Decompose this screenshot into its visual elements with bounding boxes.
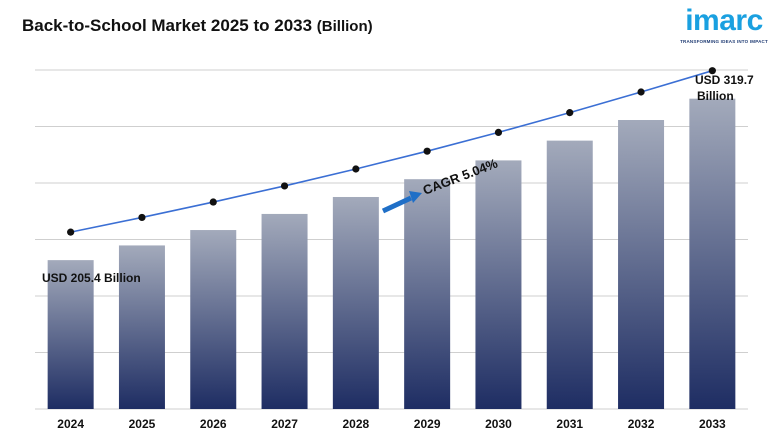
chart-title: Back-to-School Market 2025 to 2033 (Bill…: [22, 16, 373, 36]
logo-wordmark: imarc: [685, 4, 763, 37]
bar-2028: [332, 196, 379, 409]
x-tick-label: 2028: [342, 417, 369, 431]
bar-2027: [261, 213, 308, 409]
trend-marker-2028: [352, 165, 360, 173]
trend-marker-2024: [67, 228, 75, 236]
trend-line: [70, 69, 713, 233]
bar-2026: [190, 230, 237, 409]
x-tick-label: 2027: [271, 417, 298, 431]
imarc-logo: imarc TRANSFORMING IDEAS INTO IMPACT: [672, 4, 776, 48]
x-tick-labels: 2024 2025 2026 2027 2028 2029 2030 2031 2032 2033: [57, 417, 726, 431]
end-value-label-line2: Billion: [697, 89, 734, 103]
cagr-arrow-head: [409, 191, 422, 203]
trend-marker-2032: [637, 88, 645, 96]
x-tick-label: 2026: [200, 417, 227, 431]
bar-2030: [475, 160, 522, 409]
bar-2031: [546, 140, 593, 409]
cagr-arrow-shaft: [381, 195, 413, 214]
trend-marker-2025: [138, 213, 146, 222]
chart-title-text: Back-to-School Market 2025 to 2033: [22, 16, 313, 35]
bar-2025: [118, 245, 165, 409]
trend-marker-2031: [566, 109, 574, 117]
x-tick-label: 2031: [556, 417, 583, 431]
trend-marker-2033: [708, 67, 716, 75]
trend-marker-2030: [494, 128, 503, 136]
bar-2029: [404, 179, 451, 409]
bars: [47, 98, 736, 409]
start-value-label: USD 205.4 Billion: [42, 271, 141, 285]
bar-2024: [47, 260, 94, 409]
x-tick-label: 2024: [57, 417, 84, 431]
end-value-label-line1: USD 319.7: [695, 73, 754, 87]
x-tick-label: 2029: [414, 417, 441, 431]
x-tick-label: 2025: [129, 417, 156, 431]
trend-marker-2027: [280, 182, 289, 190]
x-tick-label: 2033: [699, 417, 726, 431]
chart-title-unit: (Billion): [316, 18, 373, 35]
bar-2032: [618, 120, 665, 409]
trend-marker-2029: [423, 147, 431, 155]
bar-2033: [689, 98, 736, 409]
logo-tagline: TRANSFORMING IDEAS INTO IMPACT: [680, 39, 768, 44]
trend-line-group: [67, 67, 716, 236]
x-tick-label: 2030: [485, 417, 512, 431]
trend-marker-2026: [209, 198, 217, 206]
x-tick-label: 2032: [628, 417, 655, 431]
